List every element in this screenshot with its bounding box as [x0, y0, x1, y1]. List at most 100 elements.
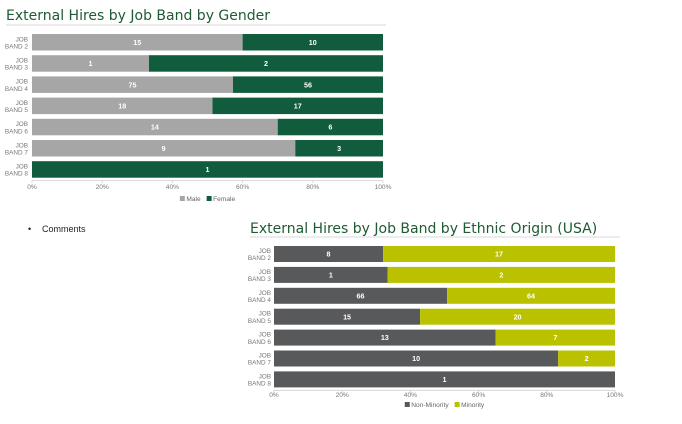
bar-segment — [274, 308, 421, 325]
data-label: 14 — [151, 123, 159, 132]
chart-title: External Hires by Job Band by Gender — [6, 8, 270, 24]
bar-segment — [274, 371, 615, 388]
bar-segment — [274, 329, 496, 346]
x-tick-label: 40% — [166, 184, 179, 191]
row-label-line: JOB — [16, 57, 28, 64]
data-label: 1 — [329, 271, 333, 280]
row-label-line: JOB — [16, 36, 28, 43]
comments-label: Comments — [42, 224, 86, 234]
row-label: JOB BAND 7 — [5, 142, 29, 156]
data-label: 2 — [585, 354, 589, 363]
data-label: 1 — [89, 59, 93, 68]
bar-segment — [420, 308, 615, 325]
data-label: 1 — [443, 375, 447, 384]
row-label-line: JOB — [16, 79, 28, 86]
row-label-line: JOB — [16, 100, 28, 107]
x-tick-label: 20% — [96, 184, 109, 191]
legend: Non-Minority Minority — [404, 402, 485, 409]
bar-segment — [149, 55, 383, 72]
row-label-line: BAND 7 — [248, 360, 272, 367]
bar-segment — [558, 350, 615, 367]
row-label-line: BAND 4 — [5, 86, 29, 93]
bar-segment — [447, 287, 615, 304]
data-label: 56 — [304, 80, 312, 89]
bar-segment — [274, 350, 559, 367]
row-label-line: JOB — [259, 311, 271, 318]
legend-label: Female — [213, 196, 235, 203]
row-label: JOB BAND 8 — [5, 163, 29, 177]
data-label: 20 — [514, 312, 522, 321]
row-label: JOB BAND 6 — [248, 332, 272, 346]
row-label-line: JOB — [16, 142, 28, 149]
data-label: 8 — [327, 250, 331, 259]
row-label-line: BAND 4 — [248, 297, 272, 304]
row-label-line: JOB — [16, 121, 28, 128]
data-label: 2 — [264, 59, 268, 68]
x-tick-label: 60% — [472, 392, 485, 399]
x-tick-label: 100% — [607, 392, 624, 399]
row-label-line: BAND 6 — [248, 339, 272, 346]
bar-segment — [32, 161, 383, 178]
row-label-line: BAND 5 — [248, 318, 272, 325]
legend-swatch — [179, 196, 185, 201]
row-label-line: BAND 8 — [5, 171, 29, 178]
legend-label: Non-Minority — [411, 402, 449, 409]
comments-bullet: • — [28, 224, 31, 234]
x-tick-label: 0% — [269, 392, 279, 399]
bar-segment — [495, 329, 615, 346]
bar-segment — [212, 97, 383, 115]
data-label: 7 — [553, 333, 557, 342]
row-label: JOB BAND 6 — [5, 121, 29, 135]
bar-segment — [32, 76, 233, 93]
data-label: 9 — [162, 144, 166, 153]
bar-segment — [295, 140, 383, 157]
data-label: 2 — [499, 271, 503, 280]
row-label-line: BAND 3 — [5, 65, 29, 72]
bar-segment — [383, 246, 615, 262]
x-tick-label: 60% — [236, 184, 249, 191]
row-label-line: BAND 2 — [5, 43, 29, 50]
row-label-line: JOB — [259, 332, 271, 339]
bar-segment — [232, 76, 383, 93]
legend-swatch — [454, 402, 460, 407]
row-label: JOB BAND 4 — [248, 290, 272, 304]
x-tick-label: 0% — [27, 184, 37, 191]
row-label: JOB BAND 2 — [248, 248, 272, 262]
data-label: 17 — [495, 250, 503, 259]
legend-label: Male — [186, 196, 201, 203]
data-label: 75 — [128, 80, 136, 89]
row-label: JOB BAND 5 — [5, 100, 29, 114]
bar-segment — [277, 118, 383, 136]
bar-segment — [32, 55, 149, 72]
legend: Male Female — [179, 196, 235, 203]
bar-segment — [32, 118, 278, 136]
legend-swatch — [206, 196, 212, 201]
data-label: 18 — [118, 101, 126, 110]
row-label: JOB BAND 4 — [5, 79, 29, 93]
data-label: 1 — [206, 165, 210, 174]
row-label-line: BAND 2 — [248, 255, 272, 262]
row-label-line: BAND 3 — [248, 276, 272, 283]
data-label: 66 — [357, 291, 365, 300]
row-label-line: BAND 5 — [5, 107, 29, 114]
bar-segment — [32, 140, 296, 157]
row-label-line: BAND 6 — [5, 128, 29, 135]
row-label: JOB BAND 5 — [248, 311, 272, 325]
data-label: 15 — [133, 38, 141, 47]
data-label: 13 — [381, 333, 389, 342]
row-label-line: BAND 8 — [248, 381, 272, 388]
row-label-line: BAND 7 — [5, 149, 29, 156]
bar-segment — [32, 34, 243, 51]
row-label: JOB BAND 7 — [248, 353, 272, 367]
row-label-line: JOB — [259, 373, 271, 380]
row-label-line: JOB — [16, 163, 28, 170]
bar-segment — [32, 97, 213, 115]
x-tick-label: 20% — [336, 392, 349, 399]
row-label-line: JOB — [259, 353, 271, 360]
row-label-line: JOB — [259, 248, 271, 255]
row-label: JOB BAND 3 — [248, 269, 272, 283]
x-tick-label: 80% — [306, 184, 319, 191]
bar-segment — [387, 266, 615, 283]
